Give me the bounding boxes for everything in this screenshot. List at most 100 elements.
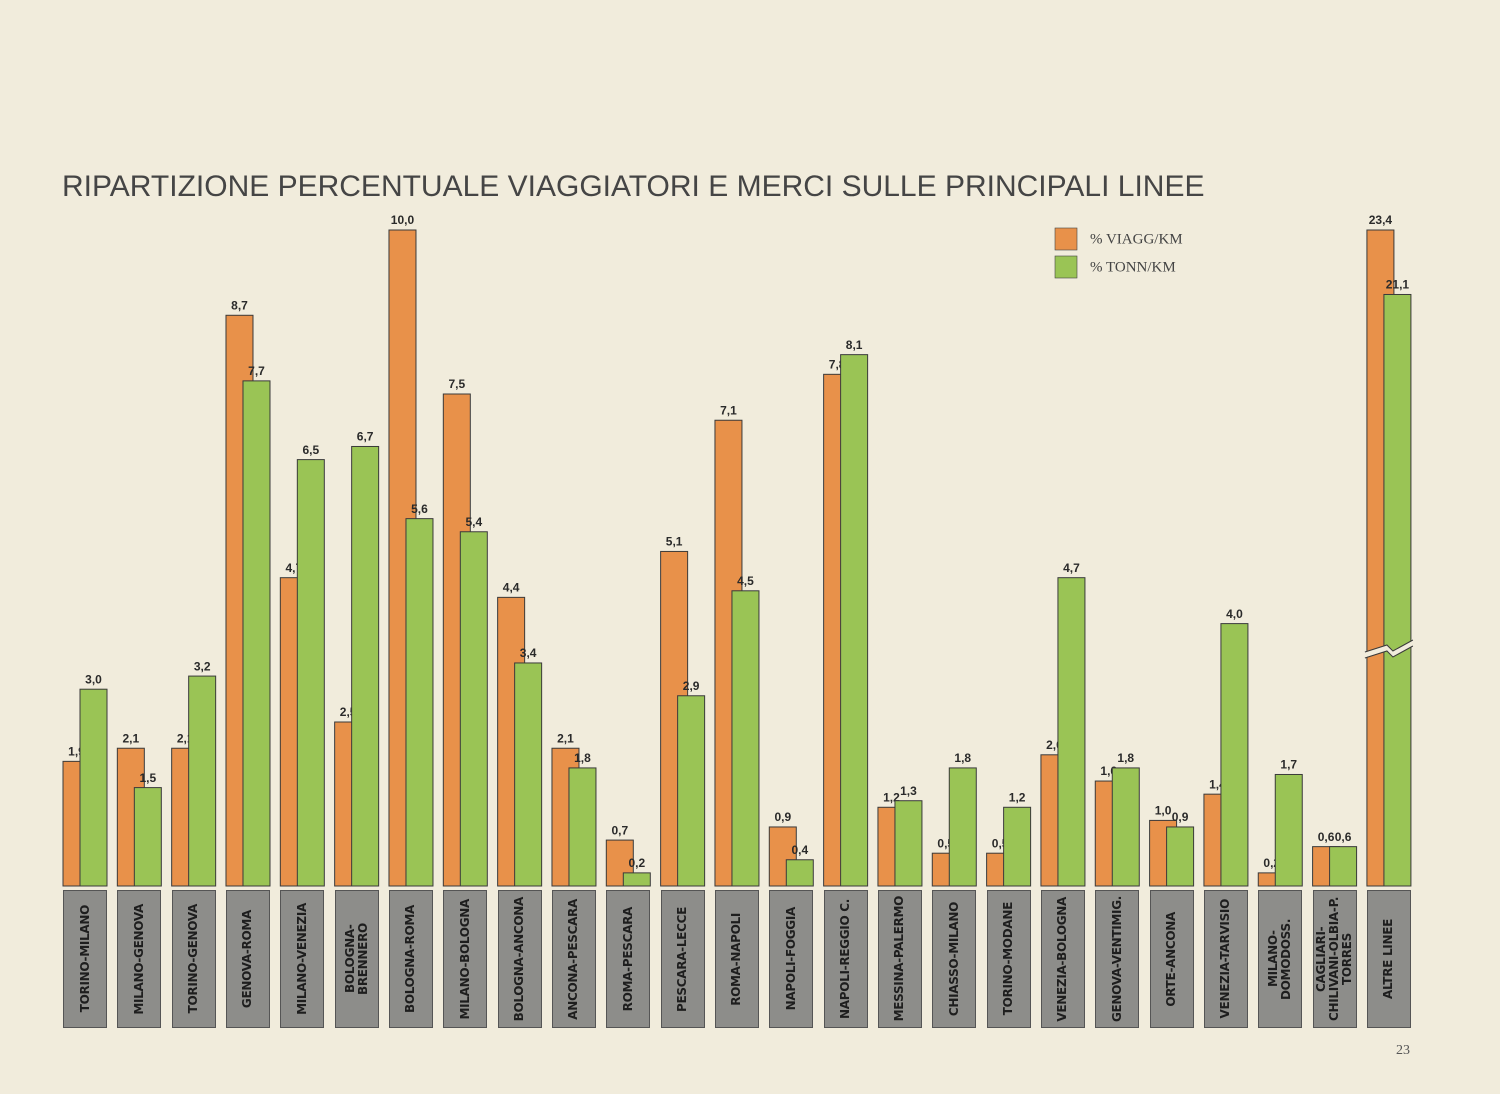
category-box: MILANO-GENOVA <box>117 890 162 1028</box>
value-label: 8,7 <box>231 298 248 312</box>
value-label: 1,2 <box>1009 790 1026 804</box>
category-box: TORINO-MODANE <box>986 890 1031 1028</box>
axis-break <box>1364 640 1415 658</box>
value-label: 0,6 <box>1318 830 1335 844</box>
value-label: 0,2 <box>628 856 645 870</box>
chart-title: RIPARTIZIONE PERCENTUALE VIAGGIATORI E M… <box>62 170 1205 203</box>
axis-break <box>1364 645 1414 659</box>
category-box: CAGLIARI-CHILIVANI-OLBIA-P. TORRES <box>1312 890 1357 1028</box>
value-label: 5,6 <box>411 502 428 516</box>
category-box: VENEZIA-BOLOGNA <box>1040 890 1085 1028</box>
legend-swatch <box>1054 227 1078 251</box>
value-label: 4,7 <box>1063 561 1080 575</box>
bar <box>948 767 977 887</box>
x-tick-label: NAPOLI-FOGGIA <box>783 907 798 1011</box>
bar <box>1111 767 1140 887</box>
bar <box>1166 826 1195 887</box>
bar <box>1220 623 1249 887</box>
x-tick-label: TORINO-MILANO <box>77 905 92 1013</box>
x-tick-label: BOLOGNA-ROMA <box>403 905 418 1013</box>
x-tick-label: VENEZIA-TARVISIO <box>1218 899 1233 1019</box>
bar <box>188 675 217 887</box>
category-box: GENOVA-ROMA <box>225 890 270 1028</box>
x-tick-label: GENOVA-VENTIMIG. <box>1109 895 1124 1023</box>
category-box: ROMA-PESCARA <box>606 890 651 1028</box>
x-tick-label: CAGLIARI-CHILIVANI-OLBIA-P. TORRES <box>1314 896 1355 1022</box>
value-label: 3,2 <box>194 659 211 673</box>
category-box: VENEZIA-TARVISIO <box>1203 890 1248 1028</box>
x-tick-label: MESSINA-PALERMO <box>892 896 907 1022</box>
x-tick-label: MILANO-VENEZIA <box>294 903 309 1015</box>
category-box: ALTRE LINEE <box>1366 890 1411 1028</box>
category-box: MILANO-VENEZIA <box>280 890 325 1028</box>
value-label: 3,0 <box>85 672 102 686</box>
bar <box>894 800 923 887</box>
x-tick-label: MILANO-BOLOGNA <box>457 898 472 1020</box>
bar <box>785 859 814 887</box>
value-label: 1,7 <box>1280 758 1297 772</box>
page-number: 23 <box>1396 1043 1410 1058</box>
x-tick-label: TORINO-MODANE <box>1001 902 1016 1016</box>
value-label: 1,3 <box>900 784 917 798</box>
category-box: PESCARA-LECCE <box>660 890 705 1028</box>
bar <box>622 872 651 887</box>
x-tick-label: BOLOGNA-ANCONA <box>512 896 527 1022</box>
x-tick-label: BOLOGNA-BRENNERO <box>342 923 370 995</box>
bar <box>768 826 797 887</box>
bar <box>1274 773 1303 887</box>
value-label: 4,0 <box>1226 607 1243 621</box>
x-tick-label: MILANO-DOMODOSS. <box>1266 918 1294 1000</box>
category-box: BOLOGNA-ROMA <box>388 890 433 1028</box>
bar <box>133 787 162 887</box>
bar <box>1003 806 1032 887</box>
axis-break <box>1364 639 1414 653</box>
legend-label: % TONN/KM <box>1090 259 1176 275</box>
value-label: 7,5 <box>448 377 465 391</box>
value-label: 7,1 <box>720 403 737 417</box>
bar <box>405 518 434 887</box>
x-tick-label: ROMA-NAPOLI <box>729 912 744 1006</box>
bar <box>1383 293 1412 887</box>
category-box: CHIASSO-MILANO <box>932 890 977 1028</box>
bar <box>731 590 760 887</box>
value-label: 23,4 <box>1369 213 1393 227</box>
x-tick-label: MILANO-GENOVA <box>131 903 146 1015</box>
x-tick-label: ANCONA-PESCARA <box>566 898 581 1020</box>
value-label: 0,6 <box>1335 830 1352 844</box>
value-label: 4,5 <box>737 574 754 588</box>
value-label: 1,8 <box>1117 751 1134 765</box>
category-box: TORINO-MILANO <box>63 890 107 1028</box>
value-label: 21,1 <box>1386 278 1410 292</box>
legend-swatch <box>1054 255 1078 279</box>
value-label: 3,4 <box>520 646 537 660</box>
bar <box>242 380 271 887</box>
category-box: NAPOLI-FOGGIA <box>769 890 814 1028</box>
bar <box>1057 577 1086 887</box>
value-label: 4,4 <box>503 581 520 595</box>
x-tick-label: TORINO-GENOVA <box>186 904 201 1014</box>
value-label: 10,0 <box>391 213 415 227</box>
bar <box>1329 846 1358 887</box>
category-box: BOLOGNA-BRENNERO <box>334 890 379 1028</box>
value-label: 5,1 <box>666 535 683 549</box>
x-tick-label: PESCARA-LECCE <box>675 906 690 1012</box>
x-tick-label: ALTRE LINEE <box>1381 919 1396 999</box>
value-label: 1,5 <box>139 771 156 785</box>
category-box: GENOVA-VENTIMIG. <box>1095 890 1140 1028</box>
bar <box>840 354 869 887</box>
value-label: 5,4 <box>465 515 482 529</box>
x-tick-label: NAPOLI-REGGIO C. <box>838 899 853 1019</box>
bar <box>514 662 543 887</box>
value-label: 1,8 <box>574 751 591 765</box>
value-label: 7,7 <box>248 364 265 378</box>
category-box: ANCONA-PESCARA <box>551 890 596 1028</box>
value-label: 8,1 <box>846 338 863 352</box>
bar <box>677 695 706 887</box>
x-tick-label: CHIASSO-MILANO <box>946 901 961 1017</box>
category-box: MILANO-BOLOGNA <box>443 890 488 1028</box>
bar <box>351 445 380 887</box>
bar <box>296 459 325 887</box>
x-tick-label: ROMA-PESCARA <box>620 906 635 1012</box>
value-label: 2,9 <box>683 679 700 693</box>
